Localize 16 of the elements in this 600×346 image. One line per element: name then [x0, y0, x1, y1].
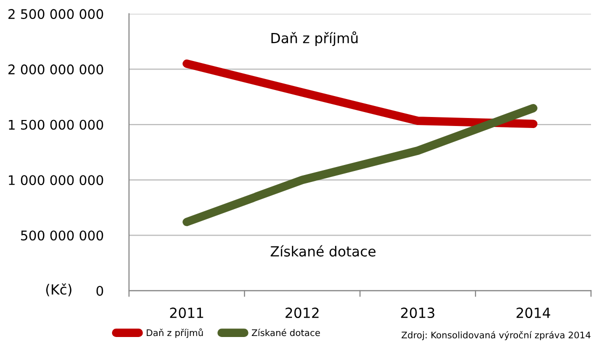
text: Daň z příjmů [271, 31, 358, 46]
y-tick-label: 0 [96, 286, 104, 296]
x-tick-label: 2012 [286, 308, 319, 318]
y-tick-label: 500 000 000 [21, 230, 104, 240]
x-tick-label: 2011 [170, 308, 204, 318]
legend-label: Daň z příjmů [146, 328, 203, 338]
y-tick-label: 2 500 000 000 [8, 9, 104, 20]
text: Získané dotace [270, 245, 376, 257]
x-tick-label: 2013 [401, 308, 434, 318]
y-tick-label: 2 000 000 000 [8, 64, 104, 74]
y-tick-label: 1 500 000 000 [8, 120, 104, 130]
x-tick-label: 2014 [516, 308, 550, 318]
y-axis-title: (Kč) [46, 283, 72, 296]
text: Zdroj: Konsolidovaná výroční zpráva 2014 [402, 331, 590, 340]
y-tick-label: 1 000 000 000 [8, 175, 104, 186]
legend-label: Získané dotace [252, 328, 320, 336]
